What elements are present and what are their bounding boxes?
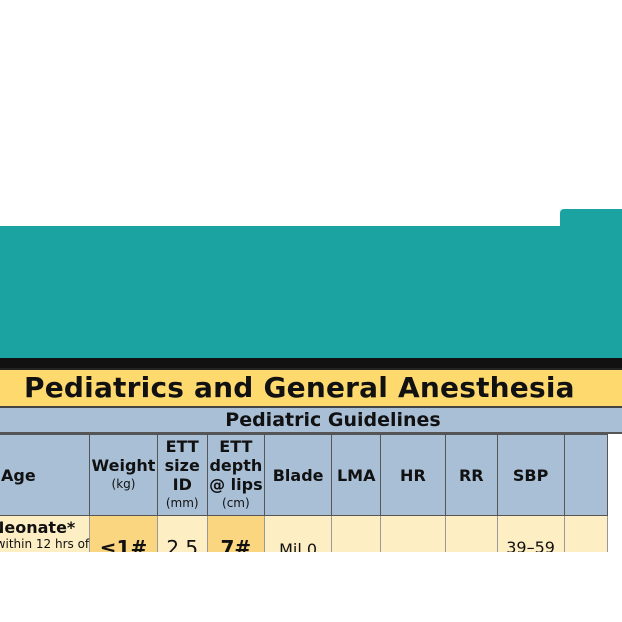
header-tab [560,209,622,229]
header-ett-depth-unit: (cm) [222,496,250,510]
header-blade-label: Blade [272,465,324,485]
header-age-label: Age [1,465,36,485]
age-note: (within 12 hrs of [0,537,90,551]
page-bottom [0,552,622,622]
age-name: Neonate* [0,518,76,537]
table-header-row: Age Weight (kg) ETT size ID (mm) ETT dep… [0,434,609,516]
header-ett-depth: ETT depth @ lips (cm) [206,434,265,516]
header-hr: HR [379,434,446,516]
header-ett-size-l1: ETT [165,437,199,456]
header-sbp-label: SBP [512,465,549,485]
header-ett-depth-l2: depth [209,456,263,475]
header-age: Age [0,434,91,516]
subtitle-bar: Pediatric Guidelines [0,408,622,434]
header-weight-label: Weight [91,456,156,475]
header-rr: RR [444,434,498,516]
header-hr-label: HR [400,465,426,485]
header-ett-size-l3: ID [172,475,192,494]
header-blade: Blade [263,434,333,516]
title-bar: Pediatrics and General Anesthesia [0,368,622,408]
divider [0,358,622,368]
header-weight: Weight (kg) [89,434,158,516]
header-ett-depth-l3: @ lips [209,475,263,494]
header-rr-label: RR [458,465,484,485]
header-ett-size: ETT size ID (mm) [156,434,208,516]
header-ett-size-l2: size [164,456,200,475]
header-lma: LMA [331,434,381,516]
section-title: Pediatric Guidelines [225,409,441,431]
page-title: Pediatrics and General Anesthesia [24,371,575,404]
pediatric-guidelines-table: Age Weight (kg) ETT size ID (mm) ETT dep… [0,434,609,561]
header-sbp: SBP [496,434,565,516]
header-band [0,226,622,360]
header-lma-label: LMA [336,465,376,485]
header-weight-unit: (kg) [111,477,136,491]
header-extra [563,434,609,516]
header-ett-size-unit: (mm) [165,496,199,510]
header-ett-depth-l1: ETT [219,437,253,456]
